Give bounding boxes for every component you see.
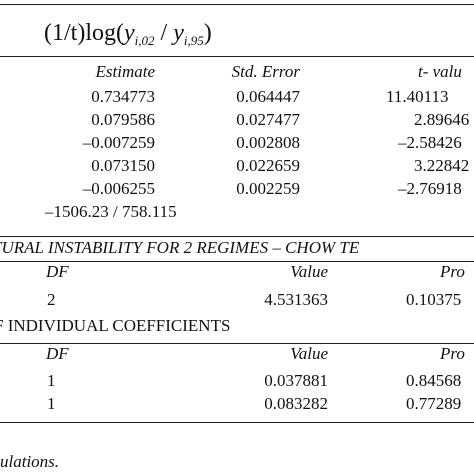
formula-part: (1/t)log( xyxy=(44,20,124,46)
table-cell: 1 xyxy=(47,394,56,413)
rule xyxy=(0,4,474,5)
table-cell: 0.027477 xyxy=(236,110,300,129)
formula-part: ) xyxy=(203,20,212,46)
table-cell: –0.007259 xyxy=(82,133,155,152)
rule xyxy=(0,422,474,423)
table-cell: –2.58426 xyxy=(398,133,462,152)
table-cell: 4.531363 xyxy=(264,290,328,309)
table-cell: 1 xyxy=(47,371,56,390)
table-cell: 0.734773 xyxy=(91,87,155,106)
column-header: Value xyxy=(290,344,328,363)
rule xyxy=(0,56,474,57)
column-header: Pro xyxy=(440,262,465,281)
table-cell: 11.40113 xyxy=(386,87,449,106)
column-header: t- valu xyxy=(418,62,462,81)
formula: (1/t)log(yi,02 / yi,95) xyxy=(44,18,212,56)
table-cell: 0.079586 xyxy=(91,110,155,129)
formula-part: / xyxy=(154,20,174,46)
table-cell: 0.84568 xyxy=(406,371,462,390)
table-cell: 0.022659 xyxy=(236,156,300,175)
table-cell: 0.77289 xyxy=(406,394,462,413)
rule xyxy=(0,343,474,344)
table-cell: 0.002808 xyxy=(236,133,300,152)
section-title: TURAL INSTABILITY FOR 2 REGIMES – CHOW T… xyxy=(0,238,360,257)
formula-part: y xyxy=(123,20,135,46)
rule xyxy=(0,261,474,262)
column-header: Pro xyxy=(440,344,465,363)
column-header: DF xyxy=(46,262,69,281)
table-cell: –2.76918 xyxy=(398,179,462,198)
column-header: Value xyxy=(290,262,328,281)
table-cell: 3.22842 xyxy=(414,156,470,175)
column-header: Std. Error xyxy=(231,62,300,81)
table-cell: 0.083282 xyxy=(264,394,328,413)
section-title: F INDIVIDUAL COEFFICIENTS xyxy=(0,316,231,335)
footnote: ulations. xyxy=(0,452,60,471)
table-cell: –0.006255 xyxy=(82,179,155,198)
rule xyxy=(0,236,474,237)
formula-part: i,95 xyxy=(183,33,204,48)
table-cell: 0.073150 xyxy=(91,156,155,175)
column-header: DF xyxy=(46,344,69,363)
formula-part: i,02 xyxy=(134,33,155,48)
table-cell: 2.89646 xyxy=(414,110,470,129)
column-header: Estimate xyxy=(95,62,156,81)
table-cell: 0.064447 xyxy=(236,87,300,106)
table-cell: –1506.23 / 758.115 xyxy=(45,202,177,221)
table-cell: 0.002259 xyxy=(236,179,300,198)
table-cell: 0.10375 xyxy=(406,290,462,309)
formula-part: y xyxy=(173,20,184,46)
table-cell: 0.037881 xyxy=(264,371,328,390)
table-cell: 2 xyxy=(47,290,56,309)
